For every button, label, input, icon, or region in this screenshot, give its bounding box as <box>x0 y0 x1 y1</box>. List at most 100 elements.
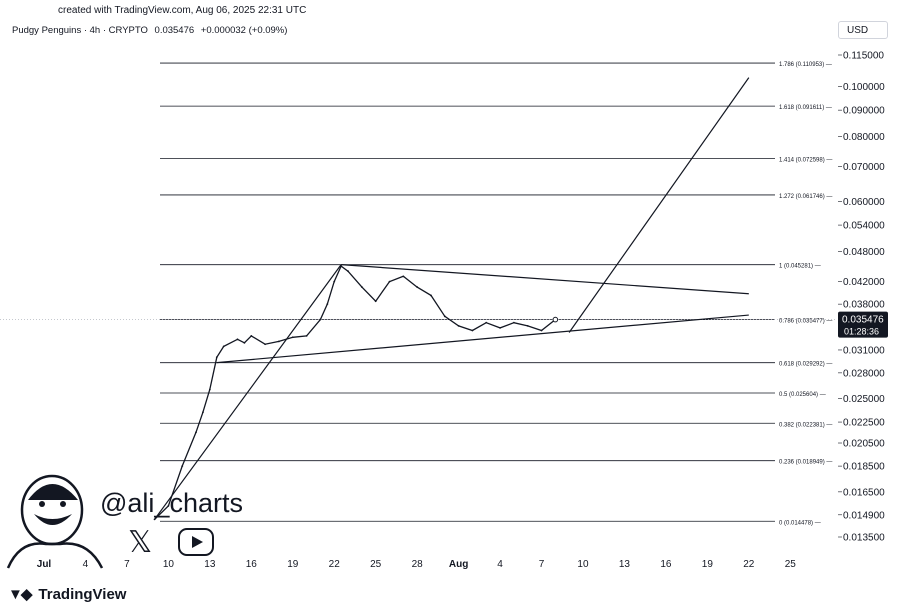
last-price: 0.035476 <box>154 25 195 36</box>
price-point <box>485 321 488 324</box>
symbol-name: Pudgy Penguins · 4h · CRYPTO <box>12 25 148 36</box>
fib-level-label: 0 (0.014478) — <box>779 520 821 526</box>
x-tick-label: Aug <box>449 559 468 570</box>
youtube-icon <box>178 528 214 556</box>
price-point <box>540 329 543 332</box>
x-tick-label: 13 <box>619 559 631 570</box>
price-point <box>333 280 336 283</box>
y-tick-label: 0.020500 <box>843 439 885 450</box>
x-tick-label: 4 <box>497 559 503 570</box>
price-point <box>243 341 246 344</box>
y-tick-label: 0.048000 <box>843 247 885 258</box>
price-point <box>347 270 349 273</box>
chart-credit: created with TradingView.com, Aug 06, 20… <box>58 5 307 16</box>
fib-level-label: 1.272 (0.061746) — <box>779 194 832 200</box>
x-tick-label: 10 <box>577 559 589 570</box>
x-icon: 𝕏 <box>128 526 153 559</box>
y-tick-label: 0.031000 <box>843 345 885 356</box>
x-tick-label: 19 <box>287 559 299 570</box>
y-tick-label: 0.018500 <box>843 462 885 473</box>
price-point <box>278 340 280 343</box>
y-tick-label: 0.025000 <box>843 394 885 405</box>
price-point <box>512 321 515 324</box>
symbol-info: Pudgy Penguins · 4h · CRYPTO 0.035476 +0… <box>12 25 291 36</box>
price-point <box>402 275 405 278</box>
y-tick-label: 0.013500 <box>843 533 885 544</box>
fib-level-label: 1.414 (0.072598) — <box>779 157 832 163</box>
trendline <box>568 77 750 333</box>
fib-level-label: 1.618 (0.091611) — <box>779 105 832 111</box>
price-point <box>471 329 474 332</box>
price-point <box>326 303 329 306</box>
price-point <box>499 326 501 329</box>
y-tick-label: 0.090000 <box>843 106 885 117</box>
price-point <box>222 345 225 348</box>
y-tick-label: 0.115000 <box>843 51 884 62</box>
y-tick-label: 0.100000 <box>843 82 885 93</box>
fib-level-label: 0.5 (0.025604) — <box>779 392 826 398</box>
x-tick-label: 13 <box>204 559 216 570</box>
price-point <box>443 315 446 318</box>
y-tick-label: 0.038000 <box>843 300 885 311</box>
price-point <box>457 324 460 327</box>
y-tick-label: 0.054000 <box>843 221 885 232</box>
price-change: +0.000032 (+0.09%) <box>200 25 288 36</box>
price-point <box>250 334 253 337</box>
x-tick-label: 4 <box>83 559 89 570</box>
price-tag-value: 0.035476 <box>842 315 884 326</box>
price-point <box>305 334 308 337</box>
y-tick-label: 0.016500 <box>843 487 885 498</box>
price-point <box>291 336 294 339</box>
price-tag-countdown: 01:28:36 <box>844 327 879 337</box>
price-point <box>319 318 322 321</box>
y-tick-label: 0.080000 <box>843 132 885 143</box>
price-point <box>416 286 419 288</box>
x-tick-label: 25 <box>370 559 382 570</box>
currency-button[interactable]: USD <box>838 21 888 39</box>
x-tick-label: 10 <box>163 559 175 570</box>
price-point <box>195 431 197 434</box>
tradingview-brand: TradingView <box>38 585 127 603</box>
y-tick-label: 0.060000 <box>843 197 885 208</box>
price-point <box>215 356 218 359</box>
price-point <box>208 388 211 391</box>
avatar-icon <box>6 474 104 569</box>
x-tick-label: 16 <box>660 559 672 570</box>
fib-level-label: 0.618 (0.029292) — <box>779 362 832 368</box>
y-tick-label: 0.022500 <box>843 418 885 429</box>
watermark-handle: @ali_charts <box>100 488 243 518</box>
x-tick-label: Jul <box>37 559 52 570</box>
x-tick-label: 22 <box>743 559 755 570</box>
x-tick-label: 7 <box>539 559 545 570</box>
last-price-marker <box>552 316 559 323</box>
fib-level-label: 0.236 (0.018949) — <box>779 460 832 466</box>
trendline <box>154 264 342 520</box>
fib-level-label: 1 (0.045281) — <box>779 264 821 270</box>
x-tick-label: 28 <box>412 559 424 570</box>
watermark <box>0 470 260 570</box>
price-point <box>181 465 184 468</box>
x-tick-label: 25 <box>785 559 797 570</box>
fib-level-label: 0.786 (0.035477) — <box>779 319 832 325</box>
price-tag <box>838 311 888 338</box>
fib-level-label: 0.382 (0.022381) — <box>779 422 832 428</box>
price-point <box>388 280 391 283</box>
x-tick-label: 22 <box>329 559 341 570</box>
y-tick-label: 0.014900 <box>843 510 885 521</box>
y-tick-label: 0.028000 <box>843 368 885 379</box>
price-point <box>236 338 239 341</box>
price-point <box>167 505 170 507</box>
x-tick-label: 16 <box>246 559 258 570</box>
fib-level-label: 1.786 (0.110953) — <box>779 62 832 68</box>
tradingview-logo[interactable]: ▼◆ TradingView <box>8 585 127 604</box>
x-tick-label: 19 <box>702 559 714 570</box>
tradingview-logo-icon: ▼◆ <box>8 586 32 603</box>
price-point <box>360 286 363 288</box>
price-point <box>430 294 432 297</box>
trendline <box>216 314 749 364</box>
price-point <box>374 300 377 303</box>
trendline <box>341 264 749 295</box>
y-tick-label: 0.070000 <box>843 162 885 173</box>
y-tick-label: 0.042000 <box>843 277 885 288</box>
